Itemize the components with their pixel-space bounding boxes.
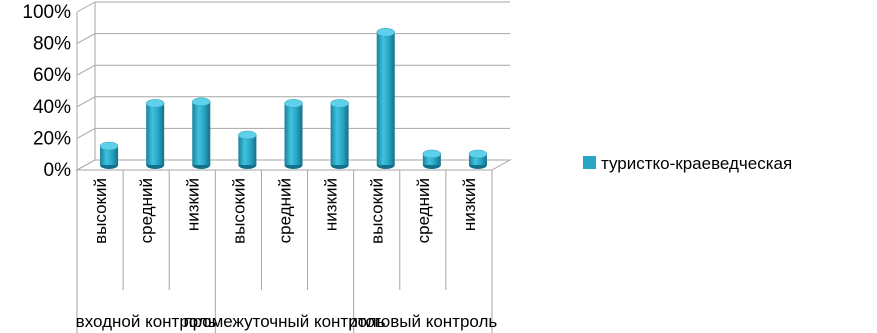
legend-label: туристко-краеведческая: [601, 154, 792, 173]
category-labels: высокий средний низкий высокий средний низкий…: [91, 178, 479, 244]
gridline-side: [76, 33, 96, 45]
legend: туристко-краеведческая: [583, 154, 792, 173]
group-label: входной контроль: [76, 312, 217, 331]
legend-swatch: [583, 156, 596, 169]
bar: [422, 149, 442, 169]
bar: [330, 99, 349, 169]
y-tick-label: 0%: [44, 160, 72, 181]
gridline-side: [76, 1, 96, 13]
bar: [192, 97, 211, 169]
gridline-side: [76, 127, 96, 139]
group-label: промежуточный контроль: [183, 312, 385, 331]
y-axis-ticks: 0% 20% 40% 60% 80% 100%: [22, 2, 71, 181]
axes: [75, 2, 512, 333]
y-tick-label: 100%: [22, 2, 71, 23]
y-tick-label: 60%: [33, 65, 71, 86]
category-label: средний: [276, 178, 295, 243]
bar: [99, 141, 119, 169]
y-tick-label: 20%: [33, 128, 71, 149]
category-label: низкий: [322, 178, 341, 231]
category-label: высокий: [91, 178, 110, 244]
y-tick-label: 80%: [33, 34, 71, 55]
gridline-side: [76, 64, 96, 76]
bars: [99, 28, 488, 169]
category-label: низкий: [183, 178, 202, 231]
y-tick-label: 40%: [33, 97, 71, 118]
gridline-side: [76, 96, 96, 108]
category-label: высокий: [368, 178, 387, 244]
category-label: высокий: [229, 178, 248, 244]
category-label: низкий: [460, 178, 479, 231]
group-label: итоговый контроль: [348, 312, 497, 331]
bar: [284, 99, 303, 169]
category-label: средний: [414, 178, 433, 243]
category-label: средний: [137, 178, 156, 243]
bar: [468, 149, 488, 169]
bar: [376, 28, 395, 169]
bar: [238, 130, 257, 169]
bar: [145, 99, 165, 169]
